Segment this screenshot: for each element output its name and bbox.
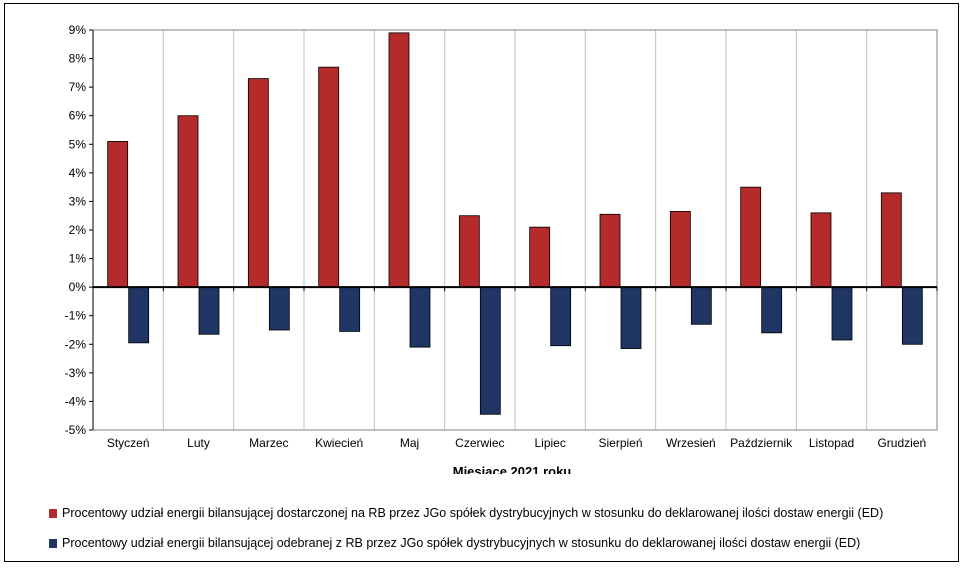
y-tick-label: 4%: [69, 166, 87, 180]
bar-received: [198, 286, 220, 335]
x-tick-label: Kwiecień: [315, 436, 363, 450]
y-tick-label: 7%: [69, 80, 87, 94]
bar-delivered: [599, 213, 621, 288]
y-tick-label: -4%: [65, 394, 87, 408]
bar-delivered: [810, 212, 832, 288]
y-tick-label: 8%: [69, 52, 87, 66]
x-axis-title: Miesiące 2021 roku: [453, 464, 572, 474]
bar-received: [690, 286, 712, 325]
legend-swatch-navy: [49, 538, 57, 548]
bar-received: [128, 286, 150, 344]
bar-delivered: [669, 211, 691, 288]
y-tick-label: -5%: [65, 423, 87, 437]
x-tick-label: Wrzesień: [666, 436, 716, 450]
bar-delivered: [318, 66, 340, 288]
x-tick-label: Styczeń: [107, 436, 150, 450]
chart-frame: 9% 8% 7% 6% 5% 4% 3% 2% 1% 0% -1% -2% -3% -4% -5% Stycz…: [4, 3, 959, 562]
legend-label-delivered: Procentowy udział energii bilansującej d…: [62, 506, 884, 520]
x-tick-label: Grudzień: [877, 436, 926, 450]
y-tick-label: 2%: [69, 223, 87, 237]
plot-area: 9% 8% 7% 6% 5% 4% 3% 2% 1% 0% -1% -2% -3% -4% -5% Stycz…: [65, 23, 938, 450]
x-tick-label: Czerwiec: [455, 436, 504, 450]
bar-delivered: [177, 115, 199, 288]
y-tick-label: 0%: [69, 280, 87, 294]
bar-received: [409, 286, 431, 348]
bar-received: [268, 286, 290, 331]
bar-received: [831, 286, 853, 341]
x-tick-label: Październik: [730, 436, 793, 450]
x-tick-label: Luty: [187, 436, 210, 450]
y-tick-label: 5%: [69, 137, 87, 151]
x-tick-label: Sierpień: [598, 436, 642, 450]
y-tick-label: -1%: [65, 309, 87, 323]
x-tick-label: Lipiec: [534, 436, 565, 450]
x-tick-label: Listopad: [809, 436, 854, 450]
bar-delivered: [458, 215, 480, 288]
y-tick-label: -3%: [65, 366, 87, 380]
bar-delivered: [388, 32, 410, 288]
bar-received: [901, 286, 923, 345]
y-tick-label: -2%: [65, 337, 87, 351]
legend-item-delivered: Procentowy udział energii bilansującej d…: [49, 504, 883, 522]
bar-received: [550, 286, 572, 347]
y-tick-label: 9%: [69, 23, 87, 37]
bar-received: [479, 286, 501, 415]
bar-received: [339, 286, 361, 332]
bar-received: [761, 286, 783, 334]
x-tick-label: Marzec: [249, 436, 288, 450]
y-tick-label: 3%: [69, 194, 87, 208]
bar-delivered: [247, 78, 269, 288]
bar-received: [620, 286, 642, 349]
legend-swatch-red: [49, 508, 57, 518]
x-tick-label: Maj: [400, 436, 419, 450]
bar-delivered: [740, 186, 762, 288]
y-tick-label: 1%: [69, 252, 87, 266]
bar-delivered: [529, 226, 551, 288]
bar-chart: 9% 8% 7% 6% 5% 4% 3% 2% 1% 0% -1% -2% -3% -4% -5% Stycz…: [65, 23, 938, 474]
bar-delivered: [880, 192, 902, 288]
y-tick-label: 6%: [69, 109, 87, 123]
legend-label-received: Procentowy udział energii bilansującej o…: [62, 536, 861, 550]
legend-item-received: Procentowy udział energii bilansującej o…: [49, 534, 860, 552]
bar-delivered: [107, 141, 129, 288]
